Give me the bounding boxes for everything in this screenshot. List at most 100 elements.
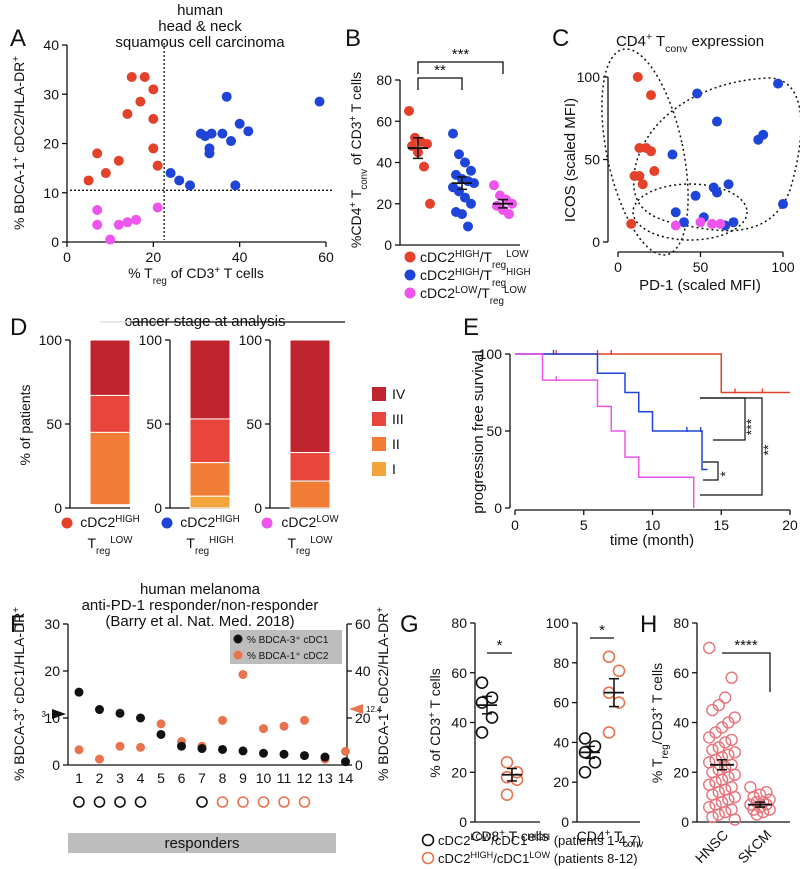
panel-g-right-y-tick-label: 0: [561, 814, 569, 830]
panel-b-ylabel: %CD4+ Tconv of CD3+ T cells: [348, 72, 370, 248]
panel-f-response-circle: [93, 796, 106, 808]
panel-f-response-circle: [237, 796, 249, 808]
panel-c-x-tick-label: 0: [614, 259, 622, 275]
panel-f-cdc2-point: [238, 670, 248, 680]
panel-c-point: [758, 129, 769, 140]
panel-b-y-tick-label: 40: [376, 155, 392, 171]
panel-b-legend-label: cDC2HIGH/TregHIGH: [420, 267, 531, 289]
panel-a-point: [126, 72, 137, 83]
panel-f-cdc1-point: [320, 752, 330, 762]
panel-d-legend-marker: [261, 517, 273, 529]
panel-f-left-ylabel: % BDCA-3+ cDC1/HLA-DR+: [11, 607, 28, 781]
panel-letter: F: [10, 611, 25, 638]
panel-f-cdc1-point: [300, 751, 309, 761]
panel-e-sig-label: *: [717, 471, 733, 477]
panel-a-point: [314, 96, 325, 107]
panel-f-response-circle: [73, 796, 85, 808]
panel-a-point: [185, 180, 196, 191]
panel-f-right-ylabel: % BDCA-1+ cDC2/HLA-DR+: [375, 607, 392, 781]
panel-e-survival-curve: [515, 353, 790, 394]
panel-c-y-tick-label: 50: [584, 152, 600, 168]
panel-h-skcm-point: [750, 808, 763, 821]
panel-a-point: [152, 202, 163, 213]
panel-f-cdc1-point: [156, 729, 166, 739]
panel-g-left-y-tick-label: 0: [459, 814, 467, 830]
panel-f-title: (Barry et al. Nat. Med. 2018): [105, 613, 294, 630]
panel-f-responders-bar: [68, 833, 336, 853]
panel-g-legend-marker: [421, 833, 435, 847]
panel-e-sig-bracket: [703, 461, 719, 481]
panel-b-legend-marker: [404, 269, 416, 281]
panel-g-legend-label: cDC2HIGH/cDC1LOW (patients 8-12): [438, 850, 638, 866]
panel-b-point: [454, 149, 464, 160]
panel-f-legend-label: % BDCA-1⁺ cDC2: [247, 651, 329, 662]
panel-f-category-label: 6: [178, 770, 186, 786]
panel-b-point: [448, 128, 458, 139]
panel-d-bar-segment: [189, 418, 231, 464]
panel-f-response-circle: [216, 796, 229, 808]
panel-e-x-tick-label: 0: [511, 517, 519, 533]
panel-g-right-black-point: [578, 732, 592, 745]
panel-g-right-y-tick-label: 80: [553, 655, 569, 671]
panel-d-bar-segment: [289, 480, 331, 509]
panel-c-point: [646, 146, 656, 157]
panel-g-legend-marker: [421, 851, 435, 865]
panel-a-point: [148, 143, 159, 154]
panel-f-cdc2-point: [95, 754, 104, 764]
panel-d-y-tick-label: 0: [54, 500, 62, 516]
panel-e-x-tick-label: 10: [645, 517, 661, 533]
panel-a-point: [148, 113, 159, 124]
panel-g-right-orange-point: [602, 726, 616, 739]
panel-h-hnsc-point: [703, 731, 716, 744]
panel-b-point: [425, 198, 435, 209]
panel-h-category-label: SKCM: [735, 827, 775, 867]
panel-h-ylabel: % Treg/CD3+ T cells: [649, 663, 671, 783]
panel-f-legend-marker: [233, 650, 243, 660]
panel-d-legend-label: IV: [392, 386, 406, 402]
panel-b-point: [466, 198, 476, 209]
panel-g-ylabel: % of CD3+ T cells: [427, 668, 444, 778]
panel-h-hnsc-point: [725, 671, 738, 684]
panel-g-left-y-tick-label: 80: [451, 615, 467, 631]
panel-g-left-xlabel: CD8+ T cells: [471, 828, 549, 845]
panel-c-point: [626, 218, 637, 229]
panel-f-right-marker-label: 12.4: [366, 705, 382, 714]
panel-d-legend-swatch: [372, 412, 386, 426]
panel-g-right-black-point: [588, 755, 602, 769]
panel-f-right-marker-arrow: [349, 704, 363, 714]
panel-f-left-tick-label: 0: [52, 757, 60, 773]
panel-f-cdc2-point: [300, 715, 309, 725]
panel-f-category-label: 11: [277, 770, 292, 786]
panel-f-category-label: 12: [297, 770, 313, 786]
panel-a-point: [152, 160, 163, 171]
panel-d-bar-segment: [189, 462, 231, 497]
panel-a-point: [204, 148, 215, 159]
panel-f-cdc2-point: [259, 724, 268, 734]
panel-g-right-y-tick-label: 100: [546, 615, 570, 631]
panel-f-right-tick-label: 0: [355, 757, 363, 773]
panel-a-title: squamous cell carcinoma: [115, 34, 285, 51]
panel-g-sig-left-label: *: [497, 637, 503, 654]
panel-d-legend-label: cDC2HIGH: [80, 514, 140, 531]
panel-a-x-tick-label: 40: [232, 249, 248, 265]
panel-d-header: cancer stage at analysis: [125, 313, 286, 330]
panel-g-left-y-tick-label: 60: [451, 665, 467, 681]
panel-d-bar-segment: [89, 339, 131, 396]
panel-f-cdc1-point: [197, 744, 207, 754]
panel-d-legend-swatch: [372, 437, 386, 451]
panel-c-point: [634, 171, 645, 181]
panel-a-point: [221, 91, 232, 102]
panel-a-point: [92, 219, 103, 230]
panel-letter: D: [10, 314, 27, 341]
panel-f-legend-label: % BDCA-3⁺ cDC1: [247, 635, 329, 646]
panel-h-sig-bracket: [722, 652, 771, 692]
panel-d-legend-label: III: [392, 411, 404, 427]
panel-b-legend-label: cDC2HIGH/TregLOW: [420, 249, 529, 271]
panel-c-point: [632, 72, 643, 82]
panel-h-y-tick-label: 40: [673, 715, 689, 731]
panel-c-point: [712, 187, 722, 198]
panel-h-hnsc-point: [712, 808, 725, 821]
panel-e-ylabel: progression free survival: [470, 350, 487, 513]
panel-f-cdc1-point: [341, 757, 350, 767]
